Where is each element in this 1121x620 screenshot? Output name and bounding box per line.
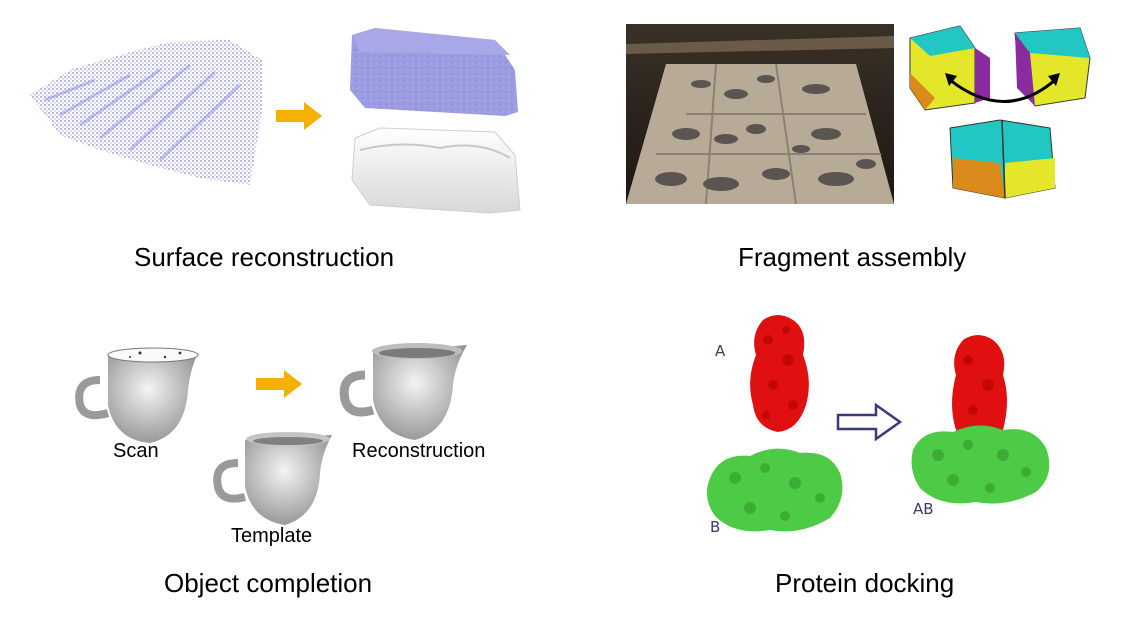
reconstruction-label: Reconstruction [352, 440, 485, 463]
template-label: Template [231, 525, 312, 548]
orange-arrow-icon [256, 370, 306, 400]
docking-arrow-icon [836, 402, 906, 442]
fragment-assembly-panel: Fragment assembly [560, 0, 1121, 290]
fragments-table-photo [626, 24, 894, 204]
orange-arrow-icon [276, 102, 326, 132]
protein-b-label: B [710, 518, 720, 536]
protein-b-image [700, 438, 850, 538]
object-completion-caption: Object completion [164, 568, 372, 599]
protein-ab-complex-image [908, 330, 1058, 510]
scan-pitcher-image [70, 335, 210, 445]
protein-a-label: A [715, 342, 725, 360]
reconstruction-pitcher-image [335, 335, 475, 445]
protein-docking-caption: Protein docking [775, 568, 954, 599]
fragment-pieces-image [905, 18, 1105, 218]
fragment-assembly-caption: Fragment assembly [738, 242, 966, 273]
surface-reconstruction-panel: Surface reconstruction [0, 0, 560, 290]
protein-a-image [738, 310, 818, 440]
protein-docking-panel: A B AB Protein docking [560, 300, 1121, 620]
template-pitcher-image [210, 425, 340, 530]
protein-ab-label: AB [913, 500, 934, 518]
scan-label: Scan [113, 440, 159, 463]
object-completion-panel: Scan Reconstruction Template Object comp… [0, 300, 560, 620]
surface-reconstruction-caption: Surface reconstruction [134, 242, 394, 273]
